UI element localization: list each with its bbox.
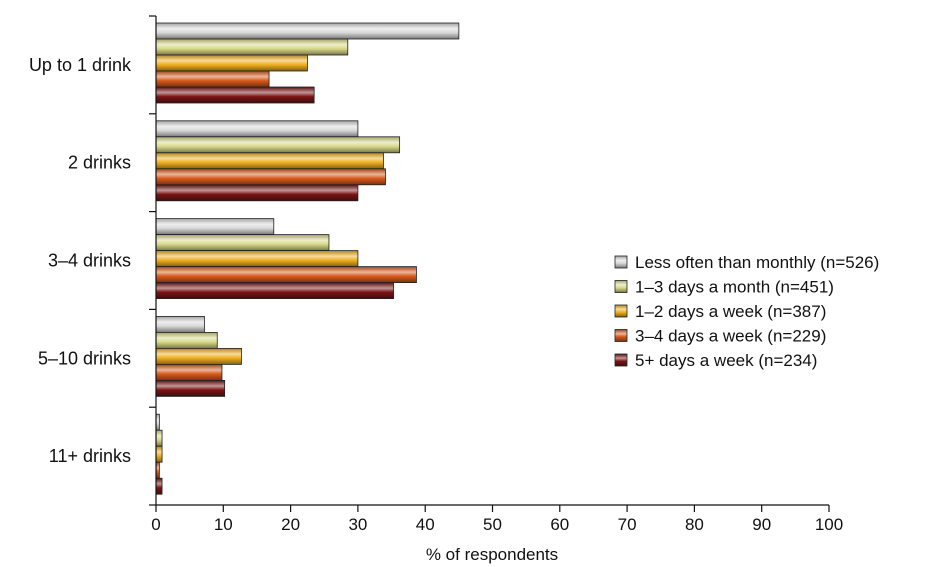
legend-swatch bbox=[614, 304, 628, 318]
x-tick-label: 20 bbox=[281, 515, 300, 534]
legend-label: 1–2 days a week (n=387) bbox=[635, 302, 826, 321]
x-axis-title: % of respondents bbox=[426, 545, 558, 564]
legend-label: 5+ days a week (n=234) bbox=[635, 351, 817, 370]
category-label: 3–4 drinks bbox=[48, 251, 131, 271]
category-labels: Up to 1 drink 2 drinks 3–4 drinks 5–10 drin… bbox=[29, 55, 132, 466]
bar-5-5 bbox=[155, 477, 163, 495]
bar-3-1 bbox=[155, 218, 275, 236]
legend: Less often than monthly (n=526) 1–3 days … bbox=[614, 253, 879, 370]
legend-label: 3–4 days a week (n=229) bbox=[635, 327, 826, 346]
bar-1-2 bbox=[155, 38, 349, 56]
bar-4-2 bbox=[155, 331, 218, 349]
bar-4-4 bbox=[155, 363, 223, 381]
bar-2-4 bbox=[155, 168, 386, 186]
x-tick-label: 70 bbox=[618, 515, 637, 534]
bar-1-3 bbox=[155, 54, 308, 72]
category-label: Up to 1 drink bbox=[29, 55, 132, 75]
x-tick-label: 60 bbox=[550, 515, 569, 534]
bar-2-3 bbox=[155, 152, 384, 170]
x-tick-labels: 0 10 20 30 40 50 60 70 80 90 100 bbox=[151, 515, 843, 534]
bar-4-3 bbox=[155, 347, 242, 365]
x-tick-label: 100 bbox=[815, 515, 843, 534]
x-tick-label: 0 bbox=[151, 515, 160, 534]
bar-4-1 bbox=[155, 315, 205, 333]
x-tick-label: 80 bbox=[685, 515, 704, 534]
category-label: 2 drinks bbox=[68, 153, 131, 173]
bar-5-3 bbox=[155, 445, 163, 463]
legend-swatch bbox=[614, 280, 628, 293]
axes-group bbox=[149, 15, 830, 512]
bar-4-5 bbox=[155, 379, 226, 397]
bar-3-3 bbox=[155, 250, 359, 268]
x-tick-label: 30 bbox=[348, 515, 367, 534]
bar-1-5 bbox=[155, 86, 315, 104]
bar-3-4 bbox=[155, 266, 417, 284]
bar-2-1 bbox=[155, 120, 359, 138]
bar-3-5 bbox=[155, 282, 394, 300]
legend-swatch bbox=[614, 353, 628, 367]
x-tick-label: 10 bbox=[214, 515, 233, 534]
bar-2-5 bbox=[155, 184, 359, 202]
bar-5-2 bbox=[155, 429, 163, 447]
bars-group bbox=[155, 22, 460, 495]
category-label: 11+ drinks bbox=[49, 446, 131, 466]
bar-1-4 bbox=[155, 70, 270, 88]
legend-swatch bbox=[614, 255, 628, 269]
x-tick-label: 40 bbox=[416, 515, 435, 534]
bar-2-2 bbox=[155, 136, 401, 154]
x-tick-label: 90 bbox=[752, 515, 771, 534]
legend-label: 1–3 days a month (n=451) bbox=[635, 278, 834, 297]
bar-3-2 bbox=[155, 234, 330, 252]
category-label: 5–10 drinks bbox=[38, 348, 131, 368]
bar-1-1 bbox=[155, 22, 460, 40]
legend-label: Less often than monthly (n=526) bbox=[635, 253, 879, 272]
legend-swatch bbox=[614, 329, 628, 342]
x-tick-label: 50 bbox=[483, 515, 502, 534]
